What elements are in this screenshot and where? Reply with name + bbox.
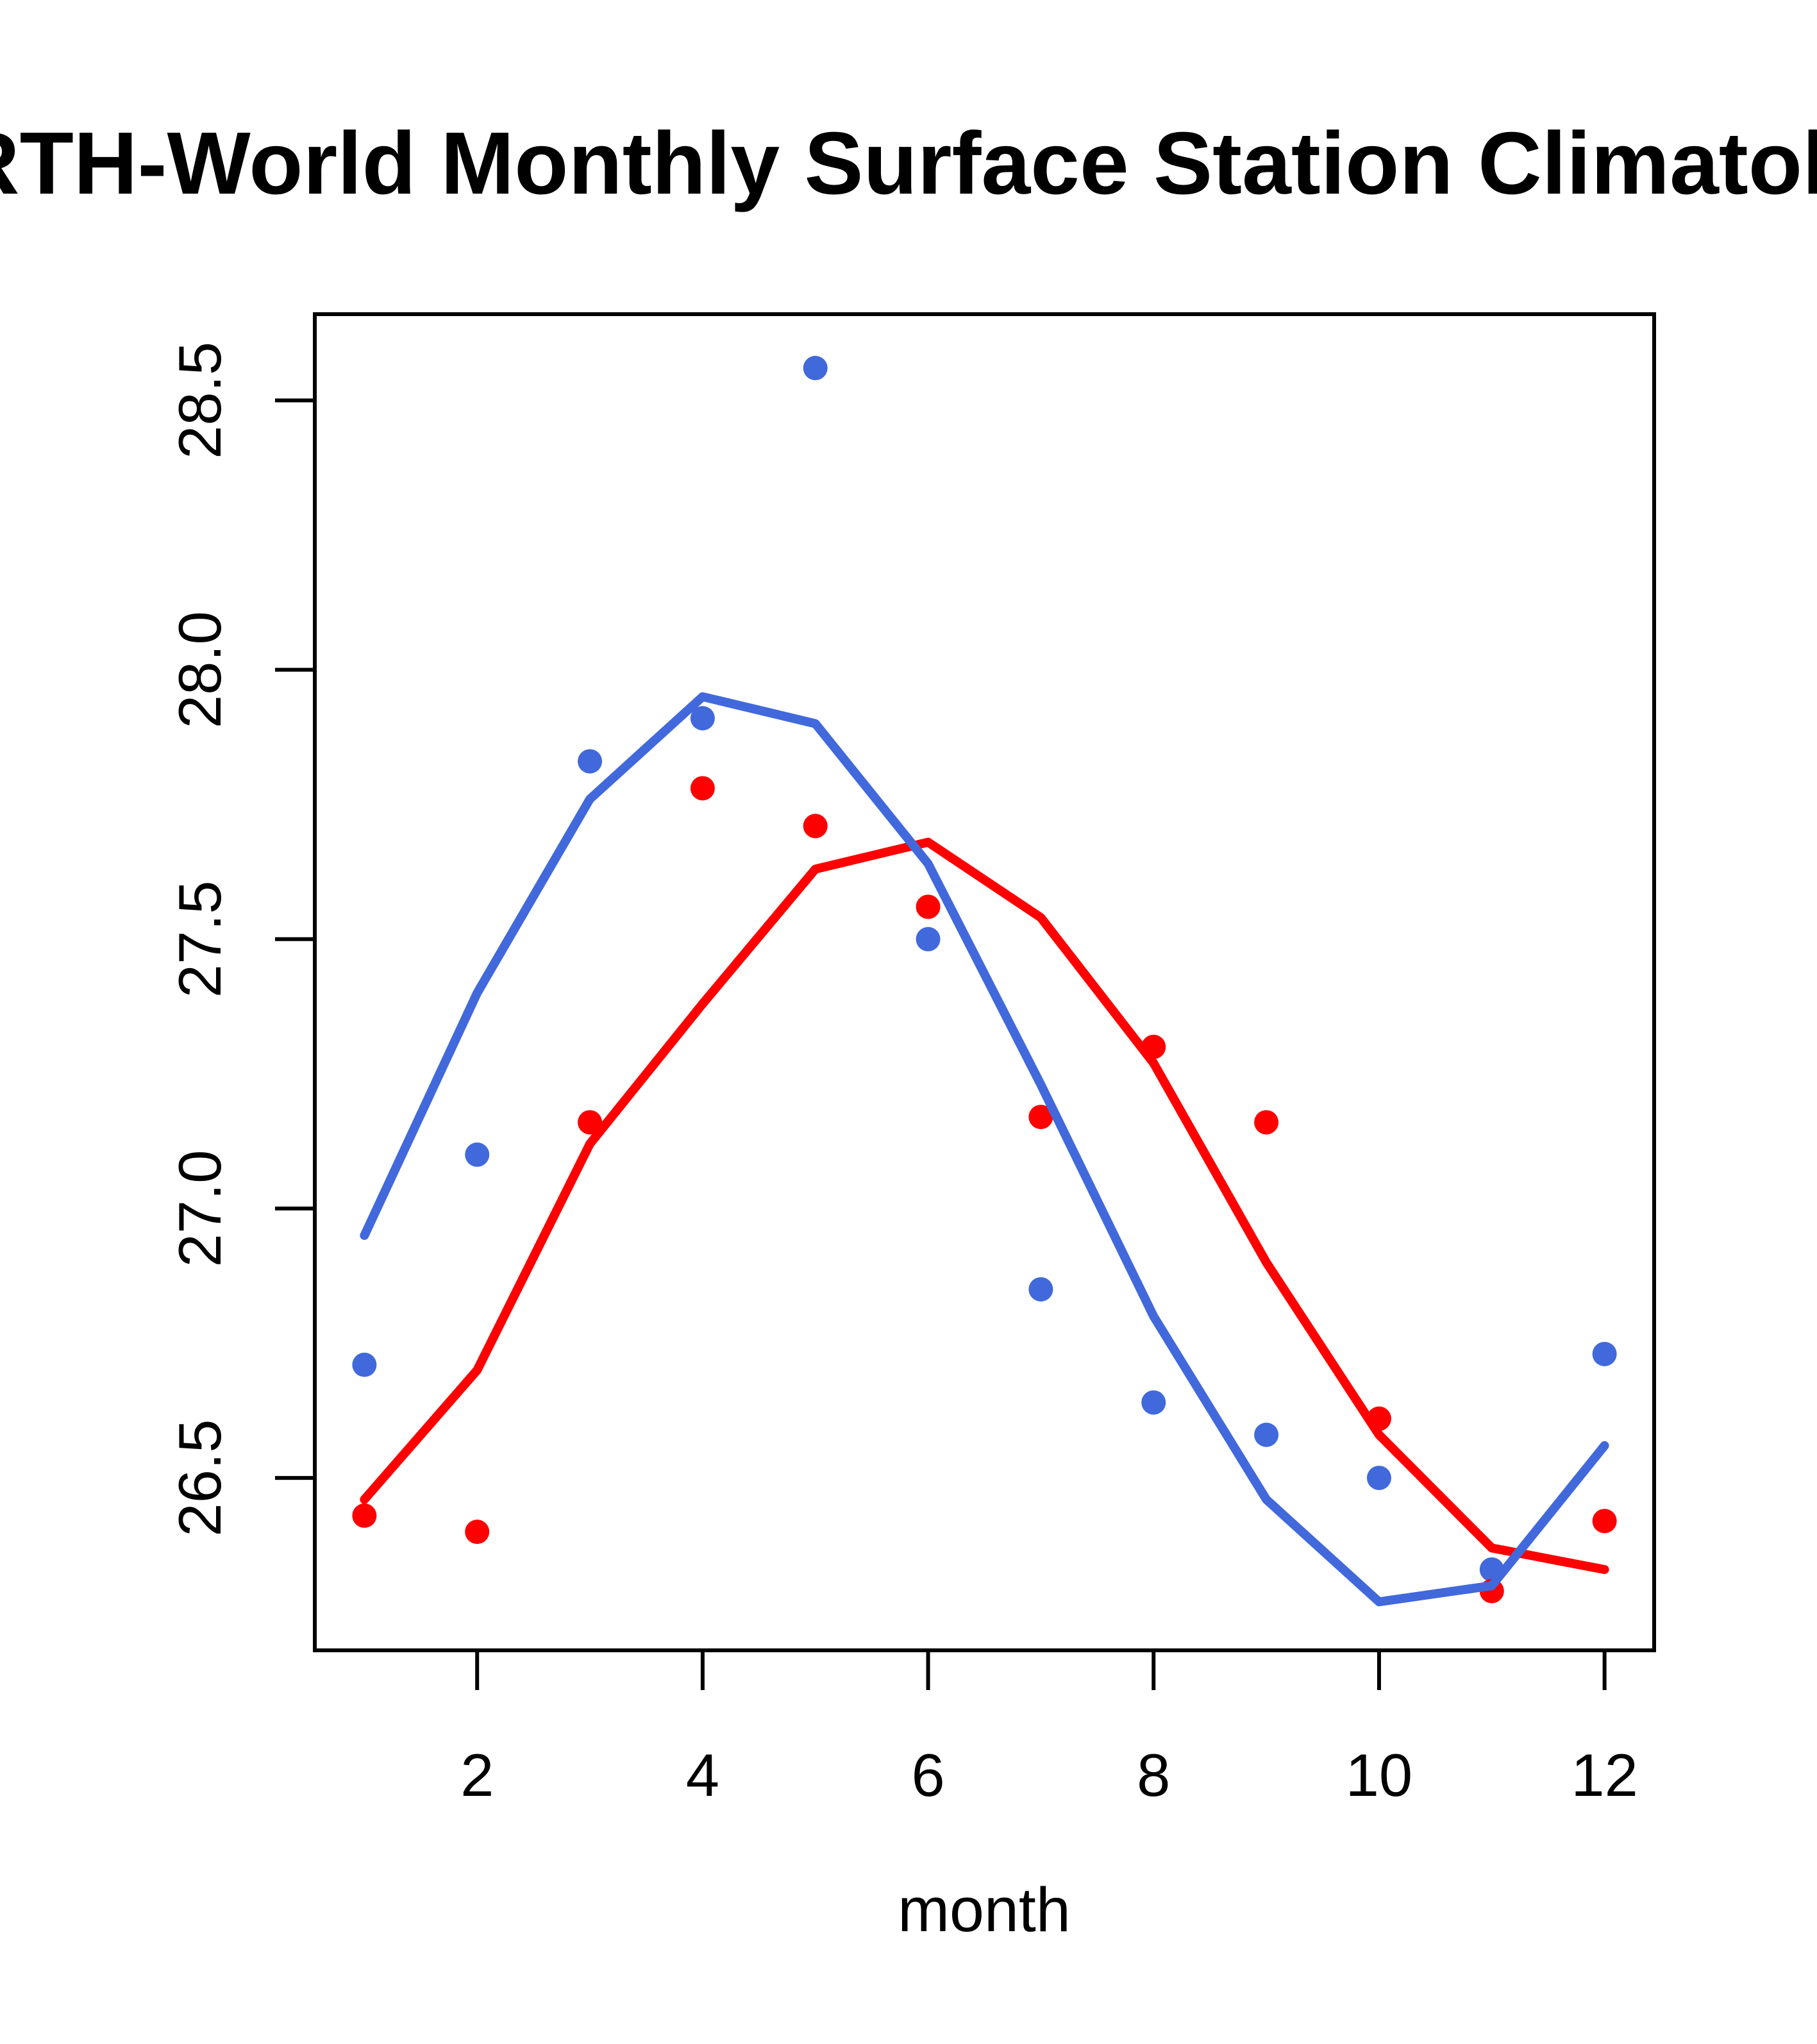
- red-observed-points-m7: [1028, 1105, 1053, 1130]
- y-tick-label: 28.5: [166, 342, 233, 459]
- red-observed-points-m4: [690, 776, 715, 801]
- blue-observed-points-m2: [465, 1142, 490, 1167]
- blue-observed-points-m5: [803, 356, 828, 381]
- red-observed-points-m2: [465, 1520, 490, 1545]
- blue-observed-points-m1: [352, 1352, 377, 1377]
- blue-observed-points-m4: [690, 706, 715, 731]
- plot-frame: [313, 312, 1656, 1652]
- red-smooth-line: [360, 837, 1609, 1574]
- x-tick-label: 12: [1571, 1741, 1638, 1809]
- x-tick-label: 10: [1346, 1741, 1413, 1809]
- y-tick-label: 28.0: [166, 611, 233, 728]
- red-observed-points-m1: [352, 1503, 377, 1528]
- red-observed-points-m9: [1254, 1110, 1279, 1135]
- blue-observed-points-m3: [578, 749, 603, 774]
- x-tick-label: 6: [911, 1741, 944, 1809]
- y-tick-label: 26.5: [166, 1420, 233, 1537]
- x-axis-label: month: [898, 1875, 1071, 1945]
- blue-observed-points-m7: [1028, 1277, 1053, 1302]
- blue-observed-points-m8: [1141, 1390, 1166, 1415]
- blue-observed-points-m9: [1254, 1422, 1279, 1447]
- red-observed-points-m12: [1592, 1509, 1617, 1534]
- red-observed-points-m6: [916, 894, 941, 919]
- blue-smooth-line: [360, 692, 1609, 1607]
- blue-observed-points-m12: [1592, 1341, 1617, 1366]
- plot-data: [352, 356, 1617, 1607]
- plot-border: [313, 312, 1656, 1652]
- blue-observed-points-m6: [916, 926, 941, 951]
- chart-title: EARTH-World Monthly Surface Station Clim…: [0, 114, 1817, 213]
- y-axis: 26.5 27.0 27.5 28.0 28.5: [166, 342, 315, 1537]
- y-tick-label: 27.5: [166, 880, 233, 998]
- x-tick-label: 4: [686, 1741, 719, 1809]
- y-tick-label: 27.0: [166, 1150, 233, 1267]
- red-observed-points-m3: [578, 1110, 603, 1135]
- red-observed-points-m5: [803, 814, 828, 839]
- blue-observed-points-m10: [1366, 1466, 1391, 1491]
- x-tick-label: 2: [460, 1741, 494, 1809]
- x-axis: 2 4 6 8 10 12: [460, 1650, 1638, 1809]
- x-tick-label: 8: [1137, 1741, 1170, 1809]
